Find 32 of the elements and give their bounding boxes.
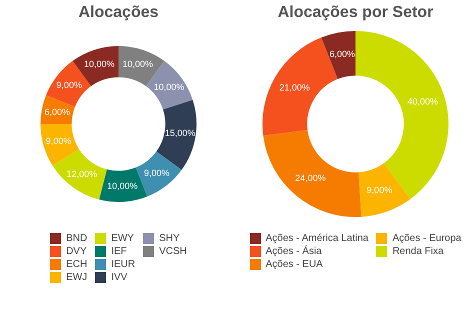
legend-label: Renda Fixa (392, 246, 444, 257)
legend-label: IEF (111, 246, 127, 257)
data-label: 10,00% (154, 82, 184, 92)
legend-label: BND (66, 233, 88, 244)
chart-title: Alocações por Setor (278, 4, 434, 22)
legend-label: DVY (66, 246, 87, 257)
legend-label: SHY (159, 233, 180, 244)
data-label: 40,00% (407, 96, 438, 107)
chart-title: Alocações (78, 4, 159, 22)
legend-label: Ações - Europa (392, 233, 462, 244)
data-label: 24,00% (295, 172, 326, 183)
legend-label: EWJ (66, 272, 88, 283)
data-label: 10,00% (84, 59, 114, 70)
data-label: 10,00% (107, 180, 138, 191)
legend-label: VCSH (159, 246, 187, 257)
data-label: 15,00% (164, 128, 196, 138)
legend-label: IEUR (111, 259, 136, 270)
legend-label: Ações - América Latina (266, 233, 368, 244)
data-label: 6,00% (44, 106, 70, 117)
data-label: 6,00% (329, 49, 356, 60)
legend-label: Ações - EUA (266, 259, 323, 270)
legend-label: IVV (111, 272, 128, 283)
data-label: 10,00% (122, 59, 154, 70)
data-label: 9,00% (144, 168, 170, 178)
data-label: 21,00% (279, 82, 310, 93)
data-label: 12,00% (66, 168, 98, 179)
legend-label: Ações - Ásia (266, 246, 322, 257)
legend-label: ECH (66, 259, 88, 270)
data-label: 9,00% (56, 80, 82, 90)
data-label: 9,00% (46, 136, 72, 146)
legend-label: EWY (111, 233, 134, 244)
data-label: 9,00% (366, 184, 392, 195)
